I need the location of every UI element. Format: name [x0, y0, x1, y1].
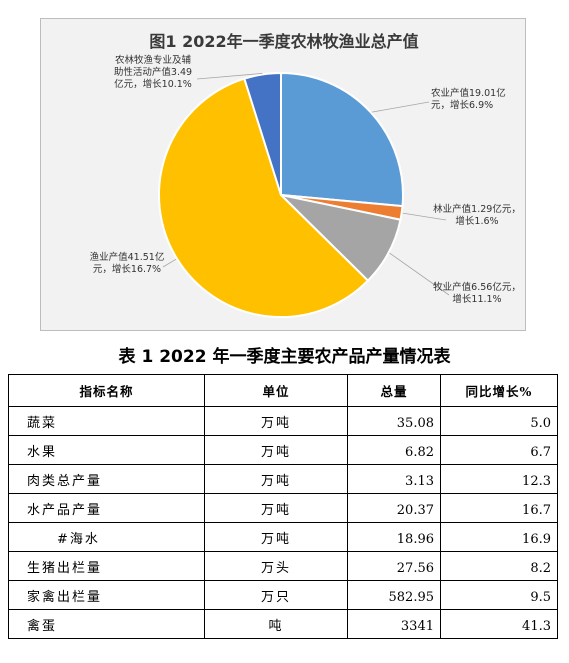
row-unit: 万头: [204, 551, 348, 581]
row-name: 肉类总产量: [8, 464, 205, 494]
slice-label-animal-husbandry: 牧业产值6.56亿元，增长11.1%: [433, 281, 521, 305]
row-total: 582.95: [347, 580, 441, 610]
row-unit: 万吨: [204, 522, 348, 552]
row-name: 蔬菜: [8, 406, 205, 436]
row-name: #海水: [8, 522, 205, 552]
header-indicator: 指标名称: [8, 374, 205, 407]
table-row: 家禽出栏量 万只 582.95 9.5: [8, 580, 558, 610]
table-row: 肉类总产量 万吨 3.13 12.3: [8, 464, 558, 494]
pie-chart-panel: 图1 2022年一季度农林牧渔业总产值 农业产值19.01亿元，增长6.9% 林业…: [40, 18, 526, 331]
row-growth: 41.3: [440, 609, 558, 639]
row-unit: 万吨: [204, 406, 348, 436]
chart-title: 图1 2022年一季度农林牧渔业总产值: [149, 32, 418, 51]
slice-label-support-services: 农林牧渔专业及辅助性活动产值3.49 亿元，增长10.1%: [114, 54, 192, 90]
leader-line-forestry: [402, 212, 447, 221]
row-unit: 吨: [204, 609, 348, 639]
pie-chart: 图1 2022年一季度农林牧渔业总产值 农业产值19.01亿元，增长6.9% 林业…: [90, 32, 521, 318]
pie-slice-fishery: [158, 77, 370, 318]
slice-label-agriculture: 农业产值19.01亿元，增长6.9%: [431, 87, 506, 111]
leader-line-agriculture: [371, 101, 430, 113]
table-row: 蔬菜 万吨 35.08 5.0: [8, 406, 558, 436]
table-row: 禽蛋 吨 3341 41.3: [8, 609, 558, 639]
pie-slice-agriculture: [280, 71, 404, 208]
row-name: 水果: [8, 435, 205, 465]
row-name: 生猪出栏量: [8, 551, 205, 581]
leader-line-support-services: [196, 73, 263, 80]
row-unit: 万只: [204, 580, 348, 610]
table-row: 生猪出栏量 万头 27.56 8.2: [8, 551, 558, 581]
row-growth: 5.0: [440, 406, 558, 436]
table-title: 表 1 2022 年一季度主要农产品产量情况表: [118, 347, 451, 367]
row-unit: 万吨: [204, 435, 348, 465]
table-header-row: 指标名称 单位 总量 同比增长%: [8, 374, 558, 407]
row-unit: 万吨: [204, 464, 348, 494]
row-total: 35.08: [347, 406, 441, 436]
row-total: 6.82: [347, 435, 441, 465]
production-table: 指标名称 单位 总量 同比增长% 蔬菜 万吨 35.08 5.0 水果 万吨 6…: [8, 374, 558, 639]
header-unit: 单位: [204, 374, 348, 407]
pie-slice-support-services: [243, 71, 282, 196]
row-unit: 万吨: [204, 493, 348, 523]
row-total: 20.37: [347, 493, 441, 523]
row-total: 3.13: [347, 464, 441, 494]
row-growth: 16.7: [440, 493, 558, 523]
row-name: 水产品产量: [8, 493, 205, 523]
slice-label-forestry: 林业产值1.29亿元，增长1.6%: [433, 203, 521, 227]
table-row: #海水 万吨 18.96 16.9: [8, 522, 558, 552]
leader-line-fishery: [162, 258, 177, 268]
table-row: 水产品产量 万吨 20.37 16.7: [8, 493, 558, 523]
row-growth: 12.3: [440, 464, 558, 494]
row-growth: 6.7: [440, 435, 558, 465]
row-total: 27.56: [347, 551, 441, 581]
row-growth: 8.2: [440, 551, 558, 581]
row-name: 禽蛋: [8, 609, 205, 639]
row-total: 3341: [347, 609, 441, 639]
row-growth: 9.5: [440, 580, 558, 610]
table-row: 水果 万吨 6.82 6.7: [8, 435, 558, 465]
leader-line-animal-husbandry: [389, 252, 450, 296]
slice-label-fishery: 渔业产值41.51亿元，增长16.7%: [90, 251, 165, 275]
row-total: 18.96: [347, 522, 441, 552]
row-name: 家禽出栏量: [8, 580, 205, 610]
header-total: 总量: [347, 374, 441, 407]
row-growth: 16.9: [440, 522, 558, 552]
header-growth: 同比增长%: [440, 374, 558, 407]
